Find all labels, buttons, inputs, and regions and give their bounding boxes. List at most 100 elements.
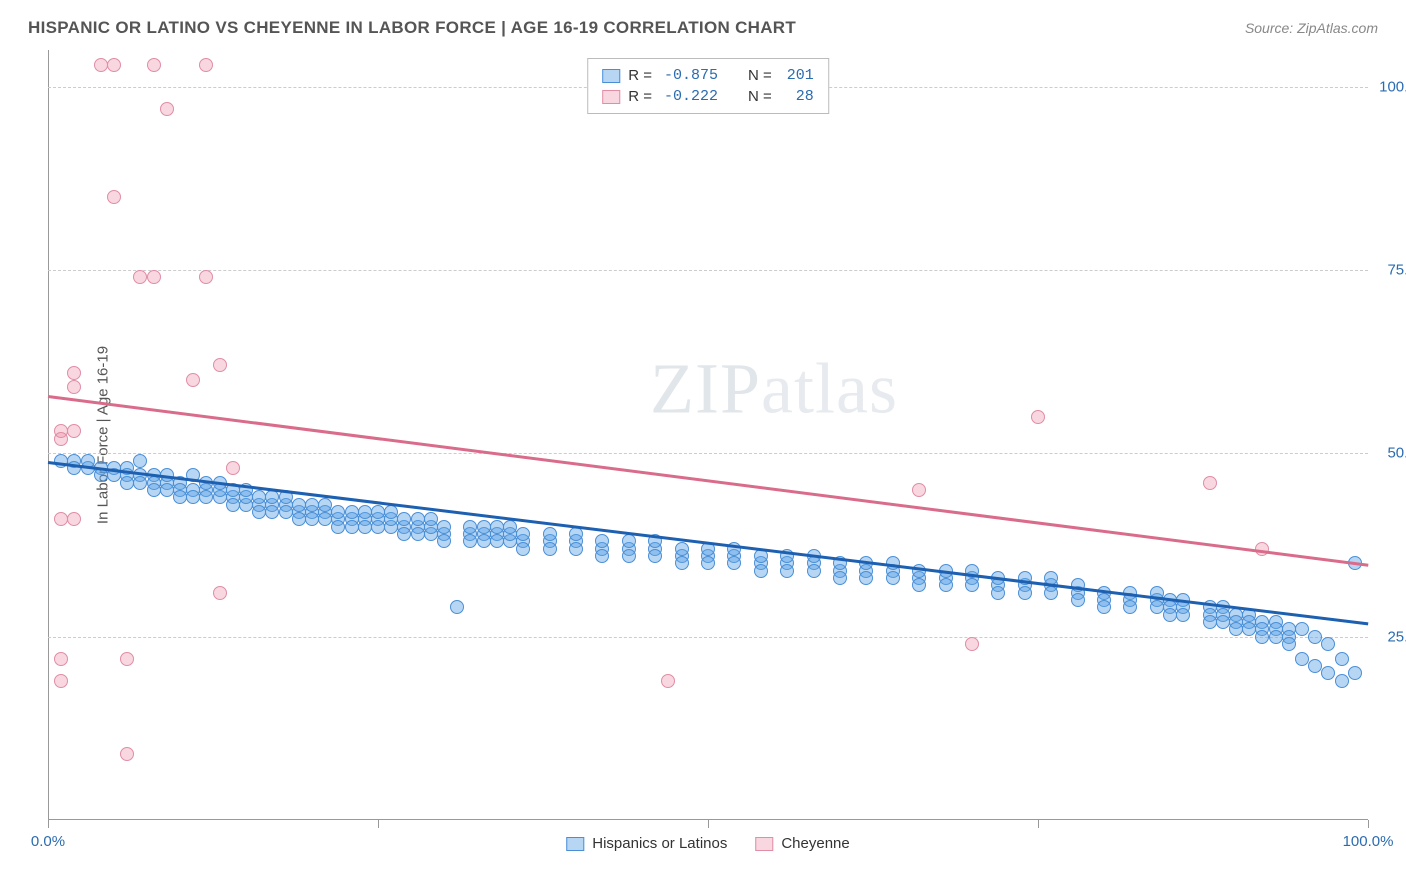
data-point [331,505,345,519]
data-point [67,512,81,526]
data-point [133,476,147,490]
data-point [595,549,609,563]
data-point [292,498,306,512]
data-point [67,366,81,380]
legend-stats: R =-0.875N =201R =-0.222N =28 [587,58,829,114]
correlation-chart: In Labor Force | Age 16-19 ZIPatlas R =-… [48,50,1368,820]
legend-swatch [602,69,620,83]
data-point [463,534,477,548]
data-point [54,652,68,666]
data-point [173,490,187,504]
n-value: 28 [780,88,814,105]
data-point [701,556,715,570]
data-point [661,674,675,688]
data-point [411,512,425,526]
gridline [48,637,1368,638]
data-point [543,527,557,541]
data-point [292,512,306,526]
data-point [437,534,451,548]
data-point [1335,674,1349,688]
data-point [107,190,121,204]
gridline [48,453,1368,454]
data-point [265,490,279,504]
data-point [463,520,477,534]
data-point [477,520,491,534]
y-tick-label: 75.0% [1387,262,1406,279]
data-point [371,505,385,519]
data-point [490,520,504,534]
data-point [965,637,979,651]
data-point [1018,586,1032,600]
data-point [1097,600,1111,614]
data-point [543,542,557,556]
data-point [213,358,227,372]
data-point [1295,622,1309,636]
data-point [807,564,821,578]
data-point [160,102,174,116]
data-point [199,490,213,504]
chart-source: Source: ZipAtlas.com [1245,20,1378,36]
legend-swatch [602,90,620,104]
data-point [516,542,530,556]
data-point [94,58,108,72]
data-point [199,58,213,72]
x-tick [1368,820,1369,828]
data-point [160,483,174,497]
data-point [345,520,359,534]
data-point [384,505,398,519]
data-point [939,578,953,592]
data-point [516,527,530,541]
data-point [147,270,161,284]
data-point [305,512,319,526]
data-point [318,498,332,512]
data-point [622,549,636,563]
data-point [595,534,609,548]
data-point [1123,600,1137,614]
r-label: R = [628,88,652,105]
data-point [67,380,81,394]
data-point [107,58,121,72]
data-point [252,490,266,504]
x-tick [48,820,49,828]
data-point [1321,666,1335,680]
r-value: -0.222 [660,88,718,105]
data-point [912,483,926,497]
data-point [358,505,372,519]
y-tick-label: 100.0% [1379,78,1406,95]
data-point [265,505,279,519]
data-point [437,520,451,534]
data-point [1150,600,1164,614]
data-point [1255,630,1269,644]
data-point [226,461,240,475]
data-point [886,571,900,585]
data-point [1295,652,1309,666]
data-point [120,652,134,666]
r-value: -0.875 [660,67,718,84]
legend-swatch [755,837,773,851]
data-point [345,505,359,519]
data-point [1163,608,1177,622]
y-axis-line [48,50,49,820]
data-point [833,571,847,585]
data-point [991,586,1005,600]
data-point [1335,652,1349,666]
data-point [727,556,741,570]
n-value: 201 [780,67,814,84]
data-point [147,483,161,497]
legend-stat-row: R =-0.875N =201 [602,65,814,86]
legend-stat-row: R =-0.222N =28 [602,86,814,107]
data-point [622,534,636,548]
data-point [213,586,227,600]
data-point [120,476,134,490]
data-point [1203,476,1217,490]
chart-header: HISPANIC OR LATINO VS CHEYENNE IN LABOR … [28,18,1378,38]
data-point [1308,659,1322,673]
data-point [331,520,345,534]
data-point [1044,586,1058,600]
trend-line [48,461,1368,625]
data-point [477,534,491,548]
r-label: R = [628,67,652,84]
data-point [186,373,200,387]
data-point [199,270,213,284]
data-point [569,542,583,556]
